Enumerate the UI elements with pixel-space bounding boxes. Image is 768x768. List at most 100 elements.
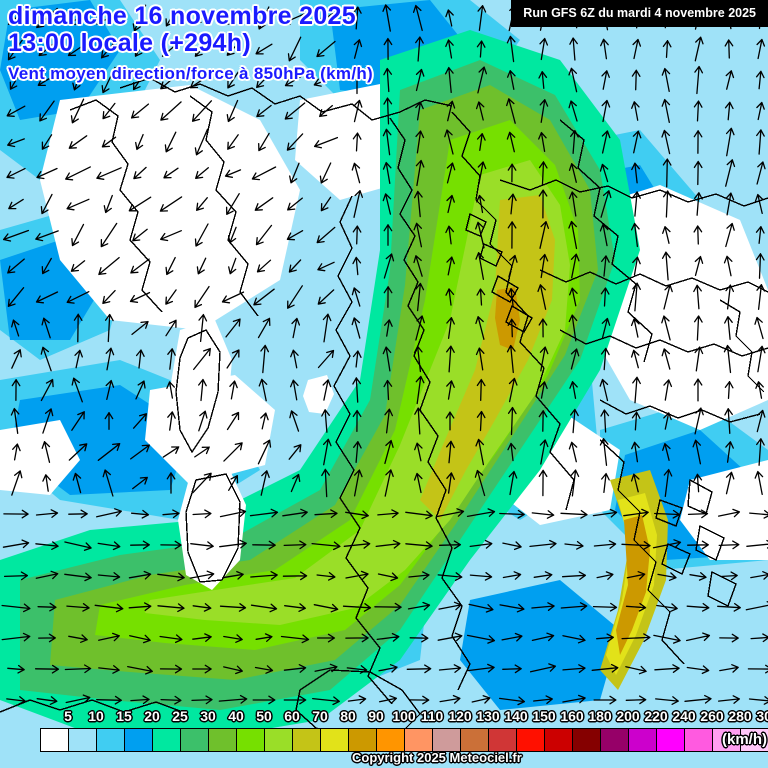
wind-arrow [631, 411, 641, 431]
colorbar-cell[interactable] [433, 729, 461, 751]
wind-arrow [258, 378, 268, 402]
colorbar-cell[interactable] [377, 729, 405, 751]
wind-arrow [159, 196, 183, 212]
colorbar-cell[interactable] [153, 729, 181, 751]
wind-arrow [192, 603, 212, 612]
colorbar-cell[interactable] [265, 729, 293, 751]
wind-arrow [225, 193, 240, 215]
wind-arrow [71, 377, 83, 403]
colorbar-tick-label: 40 [228, 708, 244, 724]
wind-arrow [468, 603, 494, 613]
colorbar-cell[interactable] [629, 729, 657, 751]
colorbar-cell[interactable] [601, 729, 629, 751]
colorbar-cell[interactable] [405, 729, 433, 751]
wind-arrow [652, 539, 682, 549]
wind-arrow [538, 318, 548, 338]
wind-arrow [189, 71, 215, 89]
colorbar-cell[interactable] [685, 729, 713, 751]
wind-arrow [601, 317, 611, 339]
wind-arrow [166, 472, 176, 494]
wind-arrow [446, 100, 456, 122]
wind-arrow [128, 196, 152, 212]
wind-arrow [102, 289, 116, 305]
wind-arrow [97, 572, 121, 581]
wind-arrow [250, 571, 278, 580]
wind-arrow [191, 100, 213, 122]
colorbar-cell[interactable] [349, 729, 377, 751]
colorbar-cell[interactable] [573, 729, 601, 751]
wind-arrow [508, 470, 518, 496]
wind-arrow [226, 349, 240, 369]
wind-arrow [352, 350, 362, 368]
colorbar-tick-label: 100 [392, 708, 416, 724]
wind-arrow [353, 441, 362, 463]
colorbar-cell[interactable] [461, 729, 489, 751]
colorbar-cell[interactable] [657, 729, 685, 751]
wind-arrow [257, 6, 270, 30]
wind-arrow [347, 695, 367, 705]
colorbar-cell[interactable] [321, 729, 349, 751]
wind-arrow [499, 509, 525, 519]
wind-arrow [539, 37, 549, 61]
wind-arrow [40, 378, 54, 402]
wind-arrow [507, 221, 517, 249]
wind-arrow [719, 664, 739, 673]
wind-arrow [725, 127, 735, 157]
wind-arrow [723, 255, 733, 277]
colorbar-cell[interactable] [713, 729, 741, 751]
colorbar-cell[interactable] [237, 729, 265, 751]
wind-arrow [383, 97, 393, 125]
colorbar-cell[interactable] [97, 729, 125, 751]
wind-arrow [3, 571, 29, 581]
wind-arrow [686, 665, 710, 675]
wind-arrow [128, 570, 152, 580]
wind-arrow [687, 509, 709, 519]
wind-arrow [384, 408, 394, 434]
colorbar-cell[interactable] [545, 729, 573, 751]
colorbar-swatches[interactable] [40, 728, 768, 752]
wind-arrow [282, 12, 308, 25]
colorbar-cell[interactable] [517, 729, 545, 751]
wind-arrow [160, 540, 182, 550]
wind-arrow [661, 251, 671, 281]
wind-arrow [287, 36, 302, 62]
wind-arrow [539, 381, 548, 399]
wind-arrow [255, 224, 273, 246]
wind-arrow [71, 411, 85, 431]
coastline-layer [0, 77, 768, 741]
wind-arrow [64, 664, 92, 674]
wind-arrow [377, 509, 399, 519]
colorbar-cell[interactable] [293, 729, 321, 751]
wind-arrow [562, 634, 586, 644]
wind-arrow [313, 603, 339, 613]
colorbar-cell[interactable] [741, 729, 768, 751]
wind-arrow [599, 438, 609, 466]
wind-arrow [625, 602, 647, 612]
wind-arrow [65, 694, 91, 704]
wind-arrow [101, 66, 116, 94]
wind-arrow [227, 134, 239, 150]
colorbar-cell[interactable] [125, 729, 153, 751]
wind-arrow [502, 571, 522, 580]
wind-arrow [282, 571, 308, 581]
wind-arrow [104, 412, 114, 430]
colorbar-cell[interactable] [181, 729, 209, 751]
wind-arrow [725, 441, 734, 463]
colorbar-cell[interactable] [489, 729, 517, 751]
wind-arrow [35, 570, 59, 580]
wind-arrow [533, 695, 553, 705]
wind-arrow [663, 468, 673, 498]
wind-arrow [415, 36, 424, 62]
wind-arrow [229, 380, 238, 400]
colorbar-cell[interactable] [209, 729, 237, 751]
wind-arrow [12, 443, 21, 461]
colorbar-cell[interactable] [69, 729, 97, 751]
wind-arrow [501, 632, 523, 642]
wind-arrow [506, 98, 516, 124]
wind-arrow [756, 438, 765, 466]
colorbar-cell[interactable] [41, 729, 69, 751]
wind-arrow [756, 101, 765, 121]
wind-arrow [351, 287, 361, 307]
